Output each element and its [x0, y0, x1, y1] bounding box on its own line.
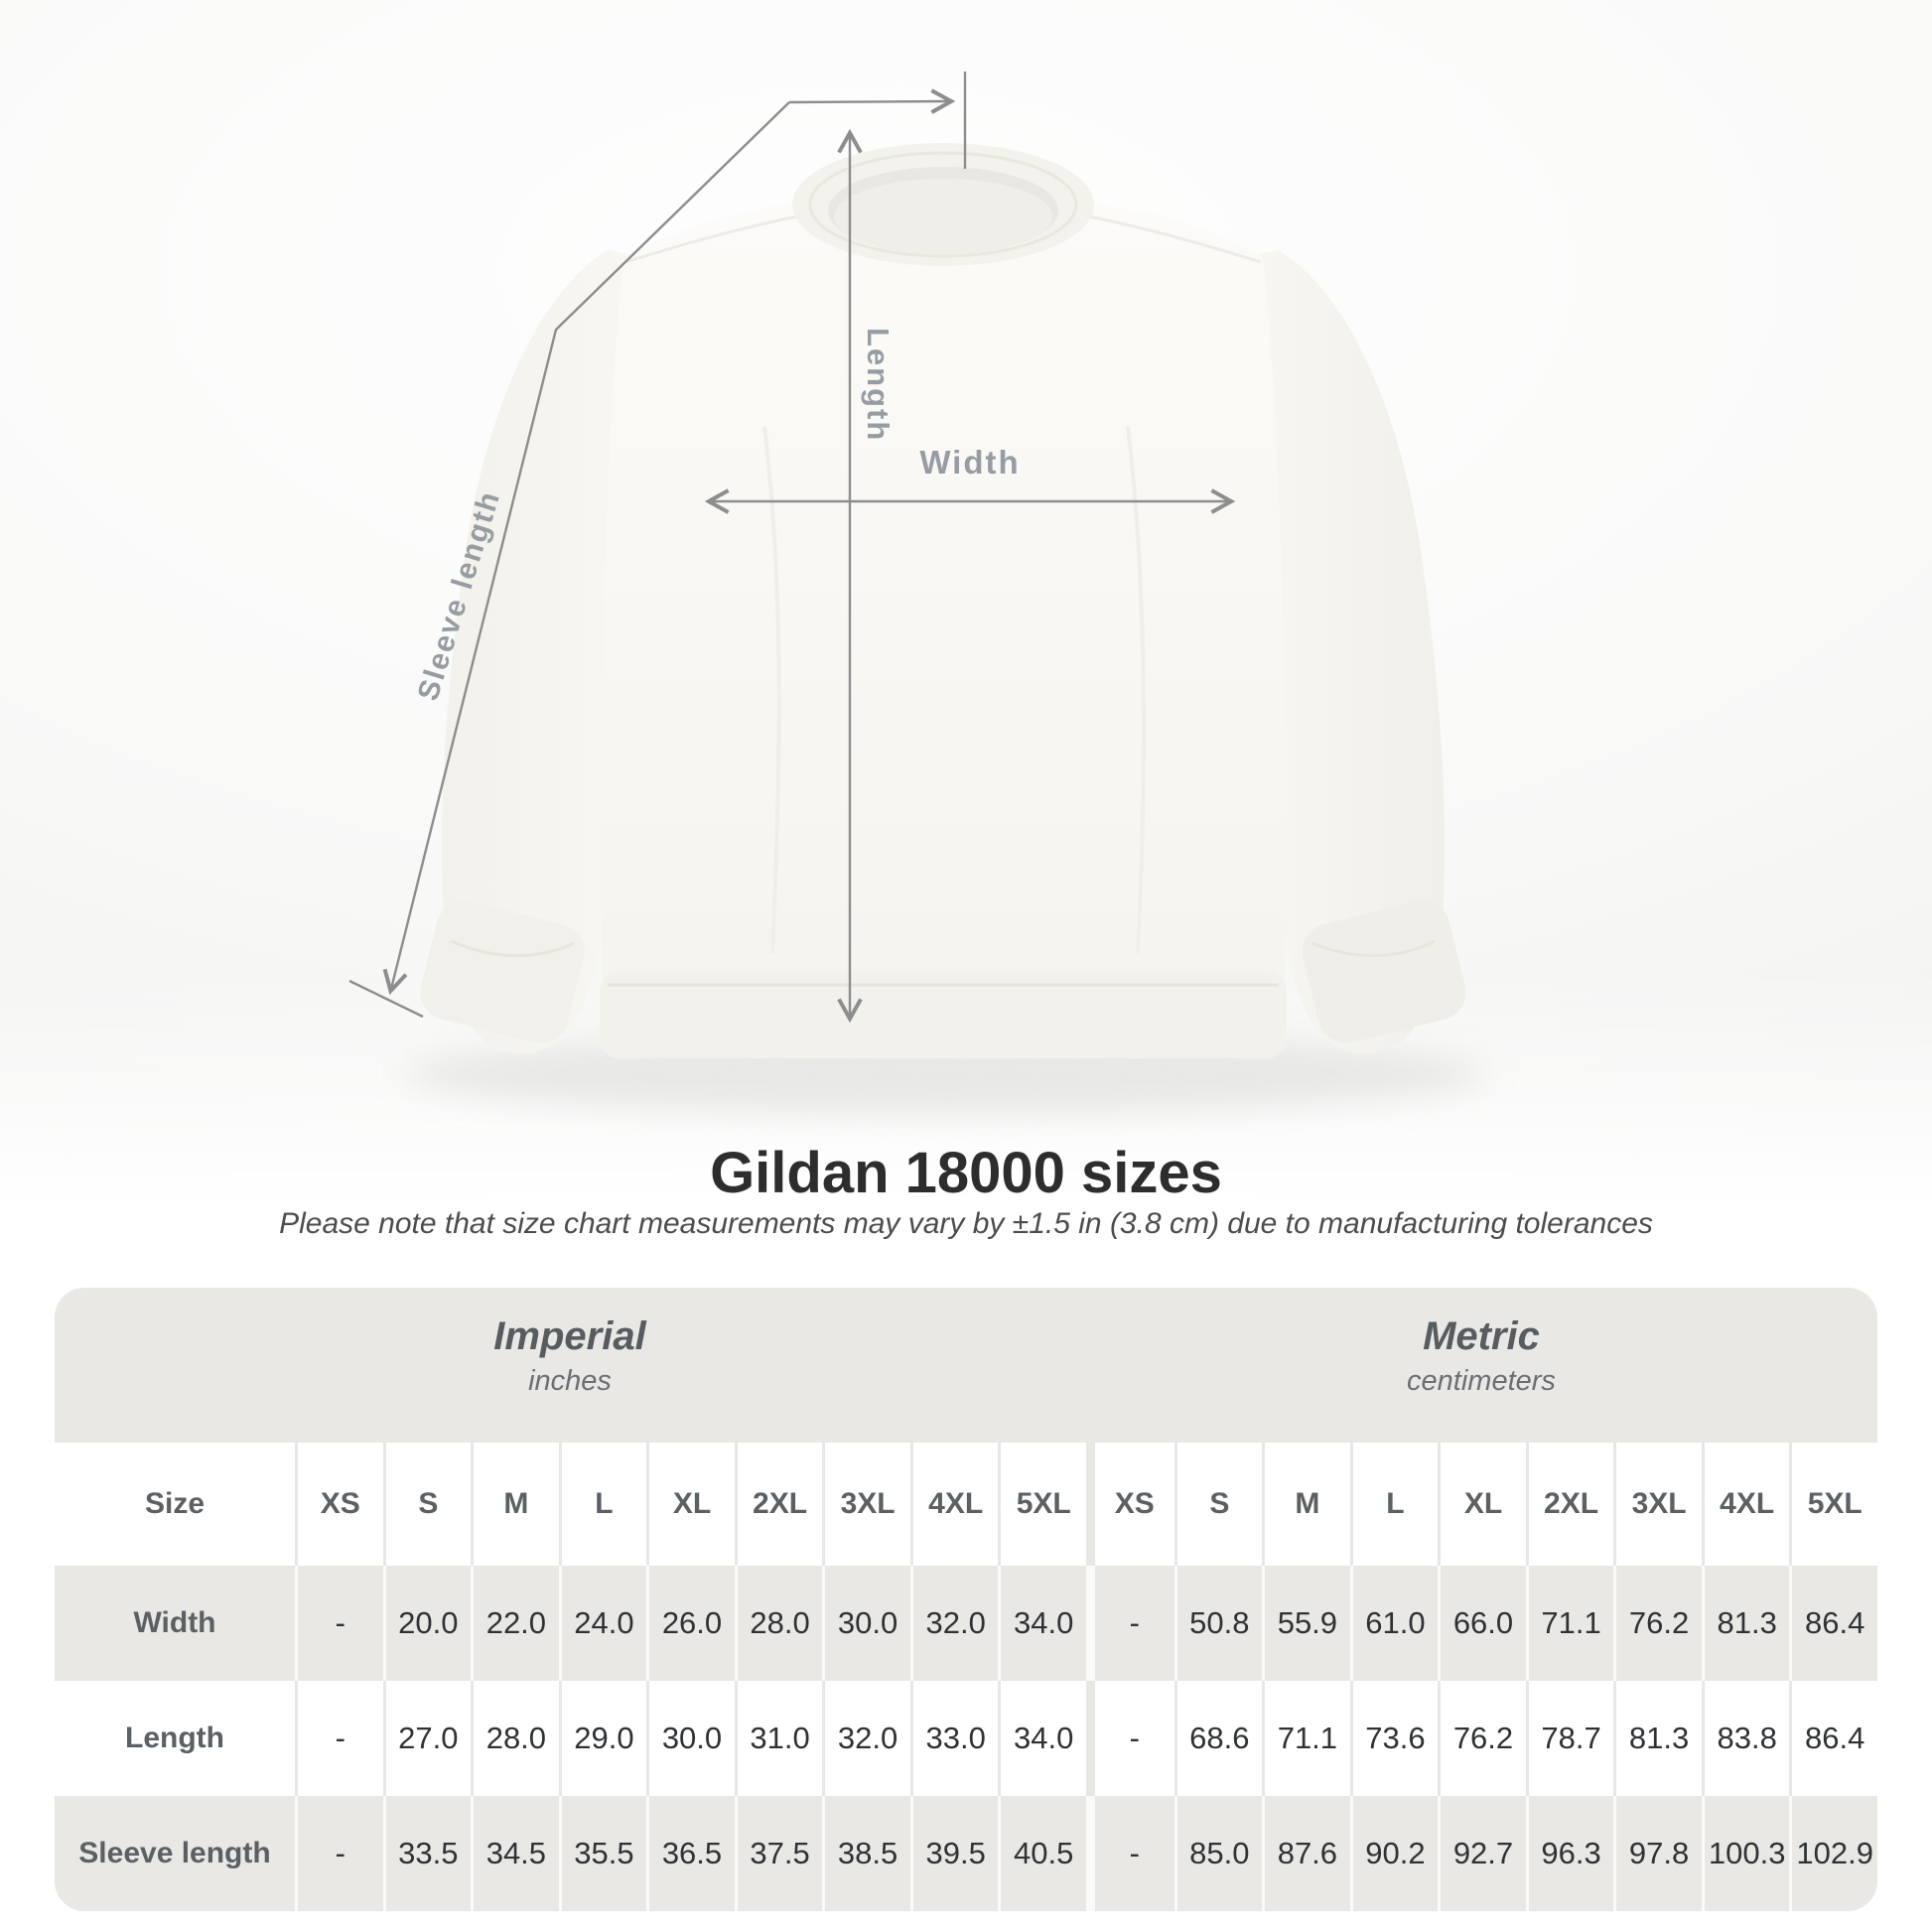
- imperial-unit-label: inches: [528, 1365, 612, 1397]
- table-cell: 4XL: [1701, 1443, 1790, 1566]
- table-row: Length -27.0 28.0 29.0 30.0 31.0 32.0 33.0 34.0-…: [55, 1681, 1877, 1796]
- table-cell: 87.6: [1262, 1796, 1350, 1911]
- sweatshirt-shape: [420, 143, 1466, 1058]
- page-title: Gildan 18000 sizes: [710, 1141, 1222, 1205]
- table-cell: 86.4: [1789, 1681, 1877, 1796]
- table-cell: 34.0: [998, 1681, 1086, 1796]
- table-cell: 24.0: [558, 1566, 647, 1681]
- table-cell: 55.9: [1262, 1566, 1350, 1681]
- size-table: Imperial inches Metric centimeters Size X…: [55, 1288, 1877, 1911]
- table-cell: -: [1086, 1681, 1174, 1796]
- table-cell: 3XL: [1613, 1443, 1702, 1566]
- table-cell: 68.6: [1173, 1681, 1263, 1796]
- table-cell: 22.0: [471, 1566, 559, 1681]
- table-row: Sleeve length -33.5 34.5 35.5 36.5 37.5 38.5 39…: [55, 1796, 1877, 1911]
- table-cell: 85.0: [1173, 1796, 1263, 1911]
- table-cell: 2XL: [1525, 1443, 1614, 1566]
- table-cell: 26.0: [646, 1566, 735, 1681]
- table-cell: 5XL: [998, 1443, 1086, 1566]
- table-cell: 3XL: [822, 1443, 910, 1566]
- table-cell: 27.0: [382, 1681, 472, 1796]
- metric-section-header: Metric centimeters: [1085, 1288, 1877, 1443]
- table-cell: 2XL: [734, 1443, 823, 1566]
- table-cell: 28.0: [734, 1566, 823, 1681]
- table-cell: 73.6: [1349, 1681, 1439, 1796]
- size-header-row: Size XS S M L XL 2XL 3XL 4XL 5XL XS S M L XL 2XL 3XL 4XL 5…: [55, 1443, 1877, 1566]
- table-cell: XS: [295, 1443, 383, 1566]
- table-cell: M: [471, 1443, 559, 1566]
- product-photo-stage: Length Width Sleeve length: [0, 0, 1932, 1241]
- table-cell: 78.7: [1525, 1681, 1614, 1796]
- table-cell: 40.5: [998, 1796, 1086, 1911]
- table-cell: 71.1: [1525, 1566, 1614, 1681]
- table-cell: 33.5: [382, 1796, 472, 1911]
- table-cell: 100.3: [1701, 1796, 1790, 1911]
- table-cell: 4XL: [909, 1443, 999, 1566]
- metric-label: Metric: [1423, 1314, 1540, 1358]
- table-cell: 36.5: [646, 1796, 735, 1911]
- table-cell: -: [1086, 1566, 1174, 1681]
- table-cell: 37.5: [734, 1796, 823, 1911]
- row-label: Sleeve length: [78, 1837, 271, 1869]
- table-cell: 35.5: [558, 1796, 647, 1911]
- table-cell: 96.3: [1525, 1796, 1614, 1911]
- tolerance-note: Please note that size chart measurements…: [279, 1207, 1653, 1240]
- table-cell: 30.0: [822, 1566, 910, 1681]
- size-table-rows: Size XS S M L XL 2XL 3XL 4XL 5XL XS S M L XL 2XL 3XL 4XL 5…: [55, 1443, 1877, 1911]
- table-cell: 71.1: [1262, 1681, 1350, 1796]
- table-cell: 33.0: [909, 1681, 999, 1796]
- imperial-section-header: Imperial inches: [55, 1288, 1085, 1443]
- table-cell: 38.5: [822, 1796, 910, 1911]
- table-cell: 90.2: [1349, 1796, 1439, 1911]
- table-cell: 92.7: [1438, 1796, 1526, 1911]
- table-cell: -: [1086, 1796, 1174, 1911]
- table-cell: 81.3: [1613, 1681, 1702, 1796]
- table-cell: 97.8: [1613, 1796, 1702, 1911]
- table-cell: 5XL: [1789, 1443, 1877, 1566]
- row-label: Width: [133, 1606, 216, 1639]
- table-cell: 34.0: [998, 1566, 1086, 1681]
- length-measure-label: Length: [861, 328, 896, 443]
- metric-unit-label: centimeters: [1407, 1365, 1556, 1397]
- table-cell: L: [558, 1443, 647, 1566]
- table-cell: S: [382, 1443, 472, 1566]
- table-cell: 76.2: [1438, 1681, 1526, 1796]
- table-row: Width -20.0 22.0 24.0 26.0 28.0 30.0 32.0 34.0-5…: [55, 1566, 1877, 1681]
- table-cell: 39.5: [909, 1796, 999, 1911]
- table-cell: XS: [1086, 1443, 1174, 1566]
- table-cell: 20.0: [382, 1566, 472, 1681]
- table-cell: 86.4: [1789, 1566, 1877, 1681]
- table-cell: -: [295, 1681, 383, 1796]
- table-cell: 61.0: [1349, 1566, 1439, 1681]
- width-measure-label: Width: [919, 444, 1021, 481]
- table-cell: S: [1173, 1443, 1263, 1566]
- table-cell: 31.0: [734, 1681, 823, 1796]
- table-cell: 32.0: [909, 1566, 999, 1681]
- size-table-header: Imperial inches Metric centimeters: [55, 1288, 1877, 1443]
- table-cell: 83.8: [1701, 1681, 1790, 1796]
- table-cell: 29.0: [558, 1681, 647, 1796]
- table-cell: 34.5: [471, 1796, 559, 1911]
- table-cell: -: [295, 1566, 383, 1681]
- table-cell: M: [1262, 1443, 1350, 1566]
- table-cell: XL: [1438, 1443, 1526, 1566]
- table-cell: L: [1349, 1443, 1439, 1566]
- table-cell: 76.2: [1613, 1566, 1702, 1681]
- table-cell: 28.0: [471, 1681, 559, 1796]
- row-label: Size: [144, 1487, 206, 1520]
- sweatshirt-image: [404, 143, 1486, 1114]
- imperial-label: Imperial: [493, 1314, 646, 1358]
- table-cell: -: [295, 1796, 383, 1911]
- table-cell: 32.0: [822, 1681, 910, 1796]
- table-cell: 66.0: [1438, 1566, 1526, 1681]
- row-label: Length: [125, 1722, 224, 1754]
- table-cell: XL: [646, 1443, 735, 1566]
- table-cell: 81.3: [1701, 1566, 1790, 1681]
- table-cell: 102.9: [1789, 1796, 1877, 1911]
- table-cell: 50.8: [1173, 1566, 1263, 1681]
- table-cell: 30.0: [646, 1681, 735, 1796]
